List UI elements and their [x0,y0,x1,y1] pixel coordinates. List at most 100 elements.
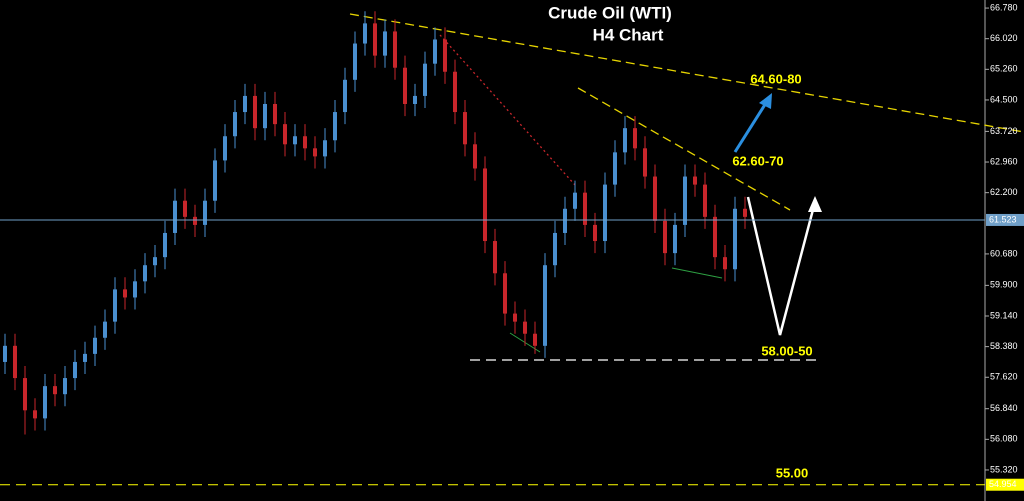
price-label-box [986,478,1024,491]
y-tick-label: 64.500 [990,94,1018,104]
candle-body [13,345,17,379]
candle-body [43,386,47,419]
chart-title: Crude Oil (WTI) [548,3,672,22]
candle-body [613,152,617,185]
candle-body [553,232,557,266]
candle-body [733,208,737,270]
candle-body [63,378,67,395]
candle-body [173,200,177,233]
candle-body [323,140,327,157]
projection-arrow [746,196,817,336]
trend-line [439,34,576,186]
candle-body [493,241,497,274]
y-tick-label: 66.020 [990,33,1018,43]
annotation: 58.00-50 [761,343,812,358]
candle-body [713,216,717,258]
candle-body [653,176,657,221]
candle-body [463,112,467,145]
candle-body [213,160,217,201]
y-tick-label: 59.900 [990,280,1018,290]
y-tick-label: 65.260 [990,64,1018,74]
candle-body [223,136,227,161]
candle-body [143,265,147,282]
candle-body [53,386,57,395]
candle-body [533,333,537,346]
candle-body [703,184,707,217]
candle-body [413,95,417,104]
candle-body [333,112,337,141]
candle-body [293,136,297,145]
candle-body [23,378,27,411]
y-tick-label: 59.140 [990,310,1018,320]
candle-body [443,39,447,72]
pattern-line [671,267,723,279]
candle-body [383,31,387,56]
candle-body [543,265,547,346]
candle-body [353,43,357,80]
candle-body [203,200,207,225]
chart-subtitle: H4 Chart [593,25,664,44]
annotation: 64.60-80 [750,71,801,86]
candle-body [473,144,477,169]
candle-body [243,95,247,113]
candle-body [123,289,127,298]
candle-body [623,128,627,153]
y-tick-label: 58.380 [990,341,1018,351]
y-tick-label: 56.840 [990,403,1018,413]
price-label: 54.954 [989,479,1017,489]
y-tick-label: 66.780 [990,2,1018,12]
candle-body [673,224,677,254]
candle-body [563,208,567,233]
trend-line [349,13,1024,133]
candle-body [83,353,87,362]
candle-body [263,103,267,129]
price-label: 61.523 [989,214,1017,224]
candle-body [583,192,587,225]
candle-body [743,208,747,217]
candle-body [133,281,137,298]
trend-line [577,87,791,211]
candle-body [183,200,187,217]
candle-body [633,128,637,149]
candle-body [523,321,527,334]
candle-body [93,337,97,354]
candle-body [373,23,377,56]
candle-body [433,39,437,64]
candle-body [483,168,487,242]
y-tick-label: 57.620 [990,372,1018,382]
candle-body [593,224,597,242]
candle-body [113,289,117,322]
y-tick-label: 55.320 [990,464,1018,474]
candle-body [33,410,37,419]
candle-body [513,313,517,322]
candle-body [403,67,407,104]
candle-body [273,103,277,125]
candle-body [663,220,667,254]
candle-body [343,79,347,113]
candle-body [453,71,457,113]
candle-body [603,184,607,242]
y-tick-label: 63.720 [990,126,1018,136]
arrow-head [808,196,822,212]
candle-body [163,232,167,258]
y-tick-label: 62.200 [990,187,1018,197]
candle-body [283,124,287,145]
candle-body [503,273,507,314]
candle-body [313,148,317,157]
candle-body [683,176,687,225]
y-tick-label: 56.080 [990,434,1018,444]
candle-body [253,95,257,129]
candle-body [363,23,367,44]
candle-body [423,63,427,96]
y-tick-label: 60.680 [990,248,1018,258]
candle-body [193,216,197,225]
projection-arrow [733,102,768,153]
candle-body [153,257,157,266]
candle-body [573,192,577,209]
candle-body [303,136,307,149]
candle-body [73,361,77,379]
price-label-box [986,213,1024,226]
